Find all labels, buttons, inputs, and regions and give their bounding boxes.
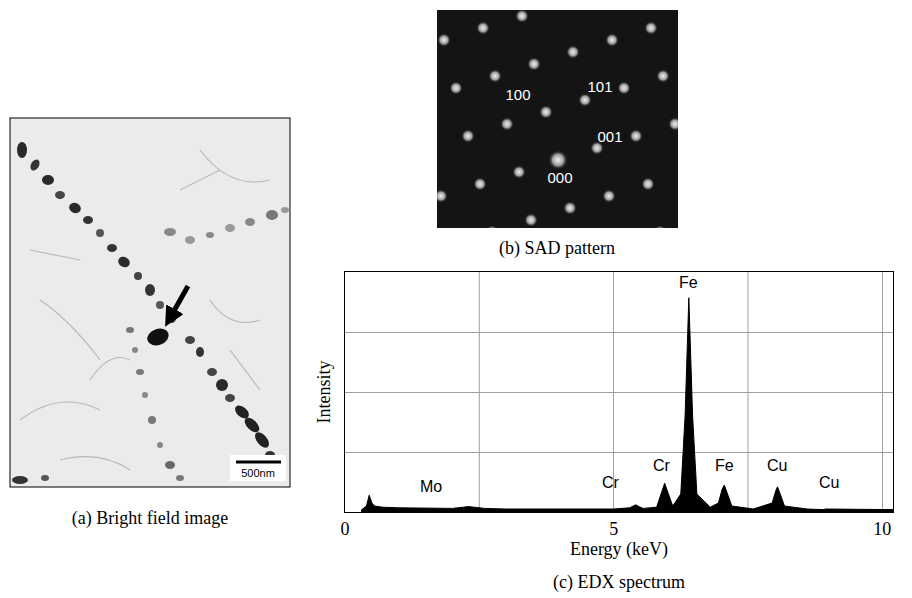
svg-text:Mo: Mo — [420, 478, 442, 495]
svg-text:500nm: 500nm — [241, 467, 275, 479]
svg-text:Intensity: Intensity — [314, 361, 334, 424]
svg-text:Cr: Cr — [653, 457, 671, 474]
svg-text:0: 0 — [341, 519, 350, 539]
svg-text:Cu: Cu — [819, 474, 839, 491]
svg-text:001: 001 — [597, 128, 622, 145]
svg-text:(c) EDX spectrum: (c) EDX spectrum — [553, 572, 685, 593]
svg-text:10: 10 — [873, 519, 891, 539]
svg-text:Cr: Cr — [602, 474, 620, 491]
svg-text:Energy (keV): Energy (keV) — [570, 539, 668, 560]
svg-text:(a) Bright field image: (a) Bright field image — [72, 508, 228, 529]
svg-text:5: 5 — [609, 519, 618, 539]
svg-text:Fe: Fe — [679, 274, 698, 291]
svg-text:Fe: Fe — [715, 457, 734, 474]
svg-text:101: 101 — [587, 78, 612, 95]
svg-text:(b) SAD pattern: (b) SAD pattern — [499, 238, 615, 259]
svg-text:Cu: Cu — [767, 457, 787, 474]
svg-text:000: 000 — [547, 169, 572, 186]
svg-text:100: 100 — [505, 86, 530, 103]
